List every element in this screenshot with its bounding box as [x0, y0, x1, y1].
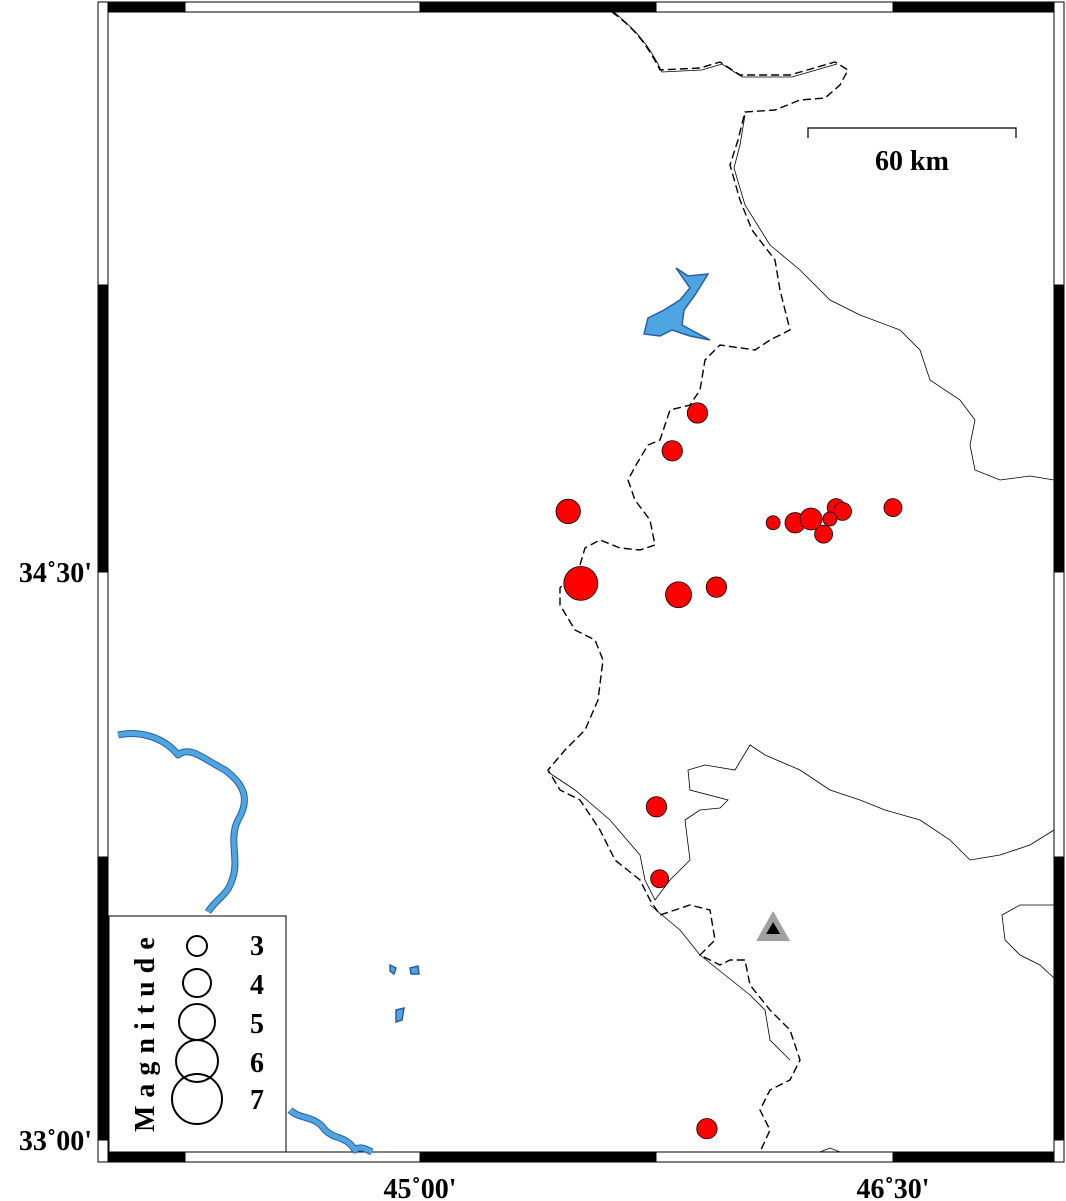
earthquake-event — [661, 440, 683, 462]
legend-label-5: 5 — [250, 1009, 264, 1040]
legend-title: Magnitude — [130, 929, 161, 1132]
earthquake-event — [555, 498, 581, 525]
earthquake-event — [814, 524, 833, 544]
earthquake-event — [696, 1118, 718, 1140]
events-layer — [555, 402, 903, 1140]
earthquake-event — [686, 402, 709, 424]
legend-label-3: 3 — [250, 931, 264, 962]
earthquake-event — [799, 507, 823, 531]
earthquake-event — [765, 515, 781, 531]
station-layer — [756, 910, 791, 941]
map-frame — [97, 1, 1065, 1163]
earthquake-event — [822, 511, 838, 527]
legend-symbol-6 — [175, 1039, 219, 1083]
scale-bar: 60 km — [807, 127, 1017, 177]
legend-label-7: 7 — [250, 1085, 264, 1116]
legend-symbol-3 — [186, 935, 208, 957]
earthquake-event — [883, 498, 903, 518]
legend-symbol-7 — [171, 1073, 223, 1125]
magnitude-legend: Magnitude 3 4 5 6 7 — [108, 915, 287, 1153]
earthquake-event — [665, 581, 692, 609]
earthquake-event — [650, 869, 670, 889]
legend-label-6: 6 — [250, 1048, 264, 1079]
lake — [643, 267, 711, 341]
earthquake-event — [705, 576, 727, 598]
earthquake-event — [833, 502, 852, 521]
earthquake-event — [563, 565, 599, 601]
legend-label-4: 4 — [250, 970, 264, 1001]
lat-label-33-00: 33˚00' — [19, 1126, 92, 1157]
small-lakes — [389, 963, 420, 1024]
legend-symbol-4 — [182, 968, 212, 998]
earthquake-event — [645, 796, 668, 818]
station-inner-triangle-icon — [766, 921, 781, 934]
scale-bar-label: 60 km — [875, 146, 949, 177]
lon-label-45-00: 45˚00' — [383, 1174, 456, 1201]
lat-label-34-30: 34˚30' — [19, 558, 92, 589]
provincial-borders — [547, 11, 1055, 1153]
international-border — [547, 11, 849, 1153]
lon-label-46-30: 46˚30' — [856, 1174, 929, 1201]
